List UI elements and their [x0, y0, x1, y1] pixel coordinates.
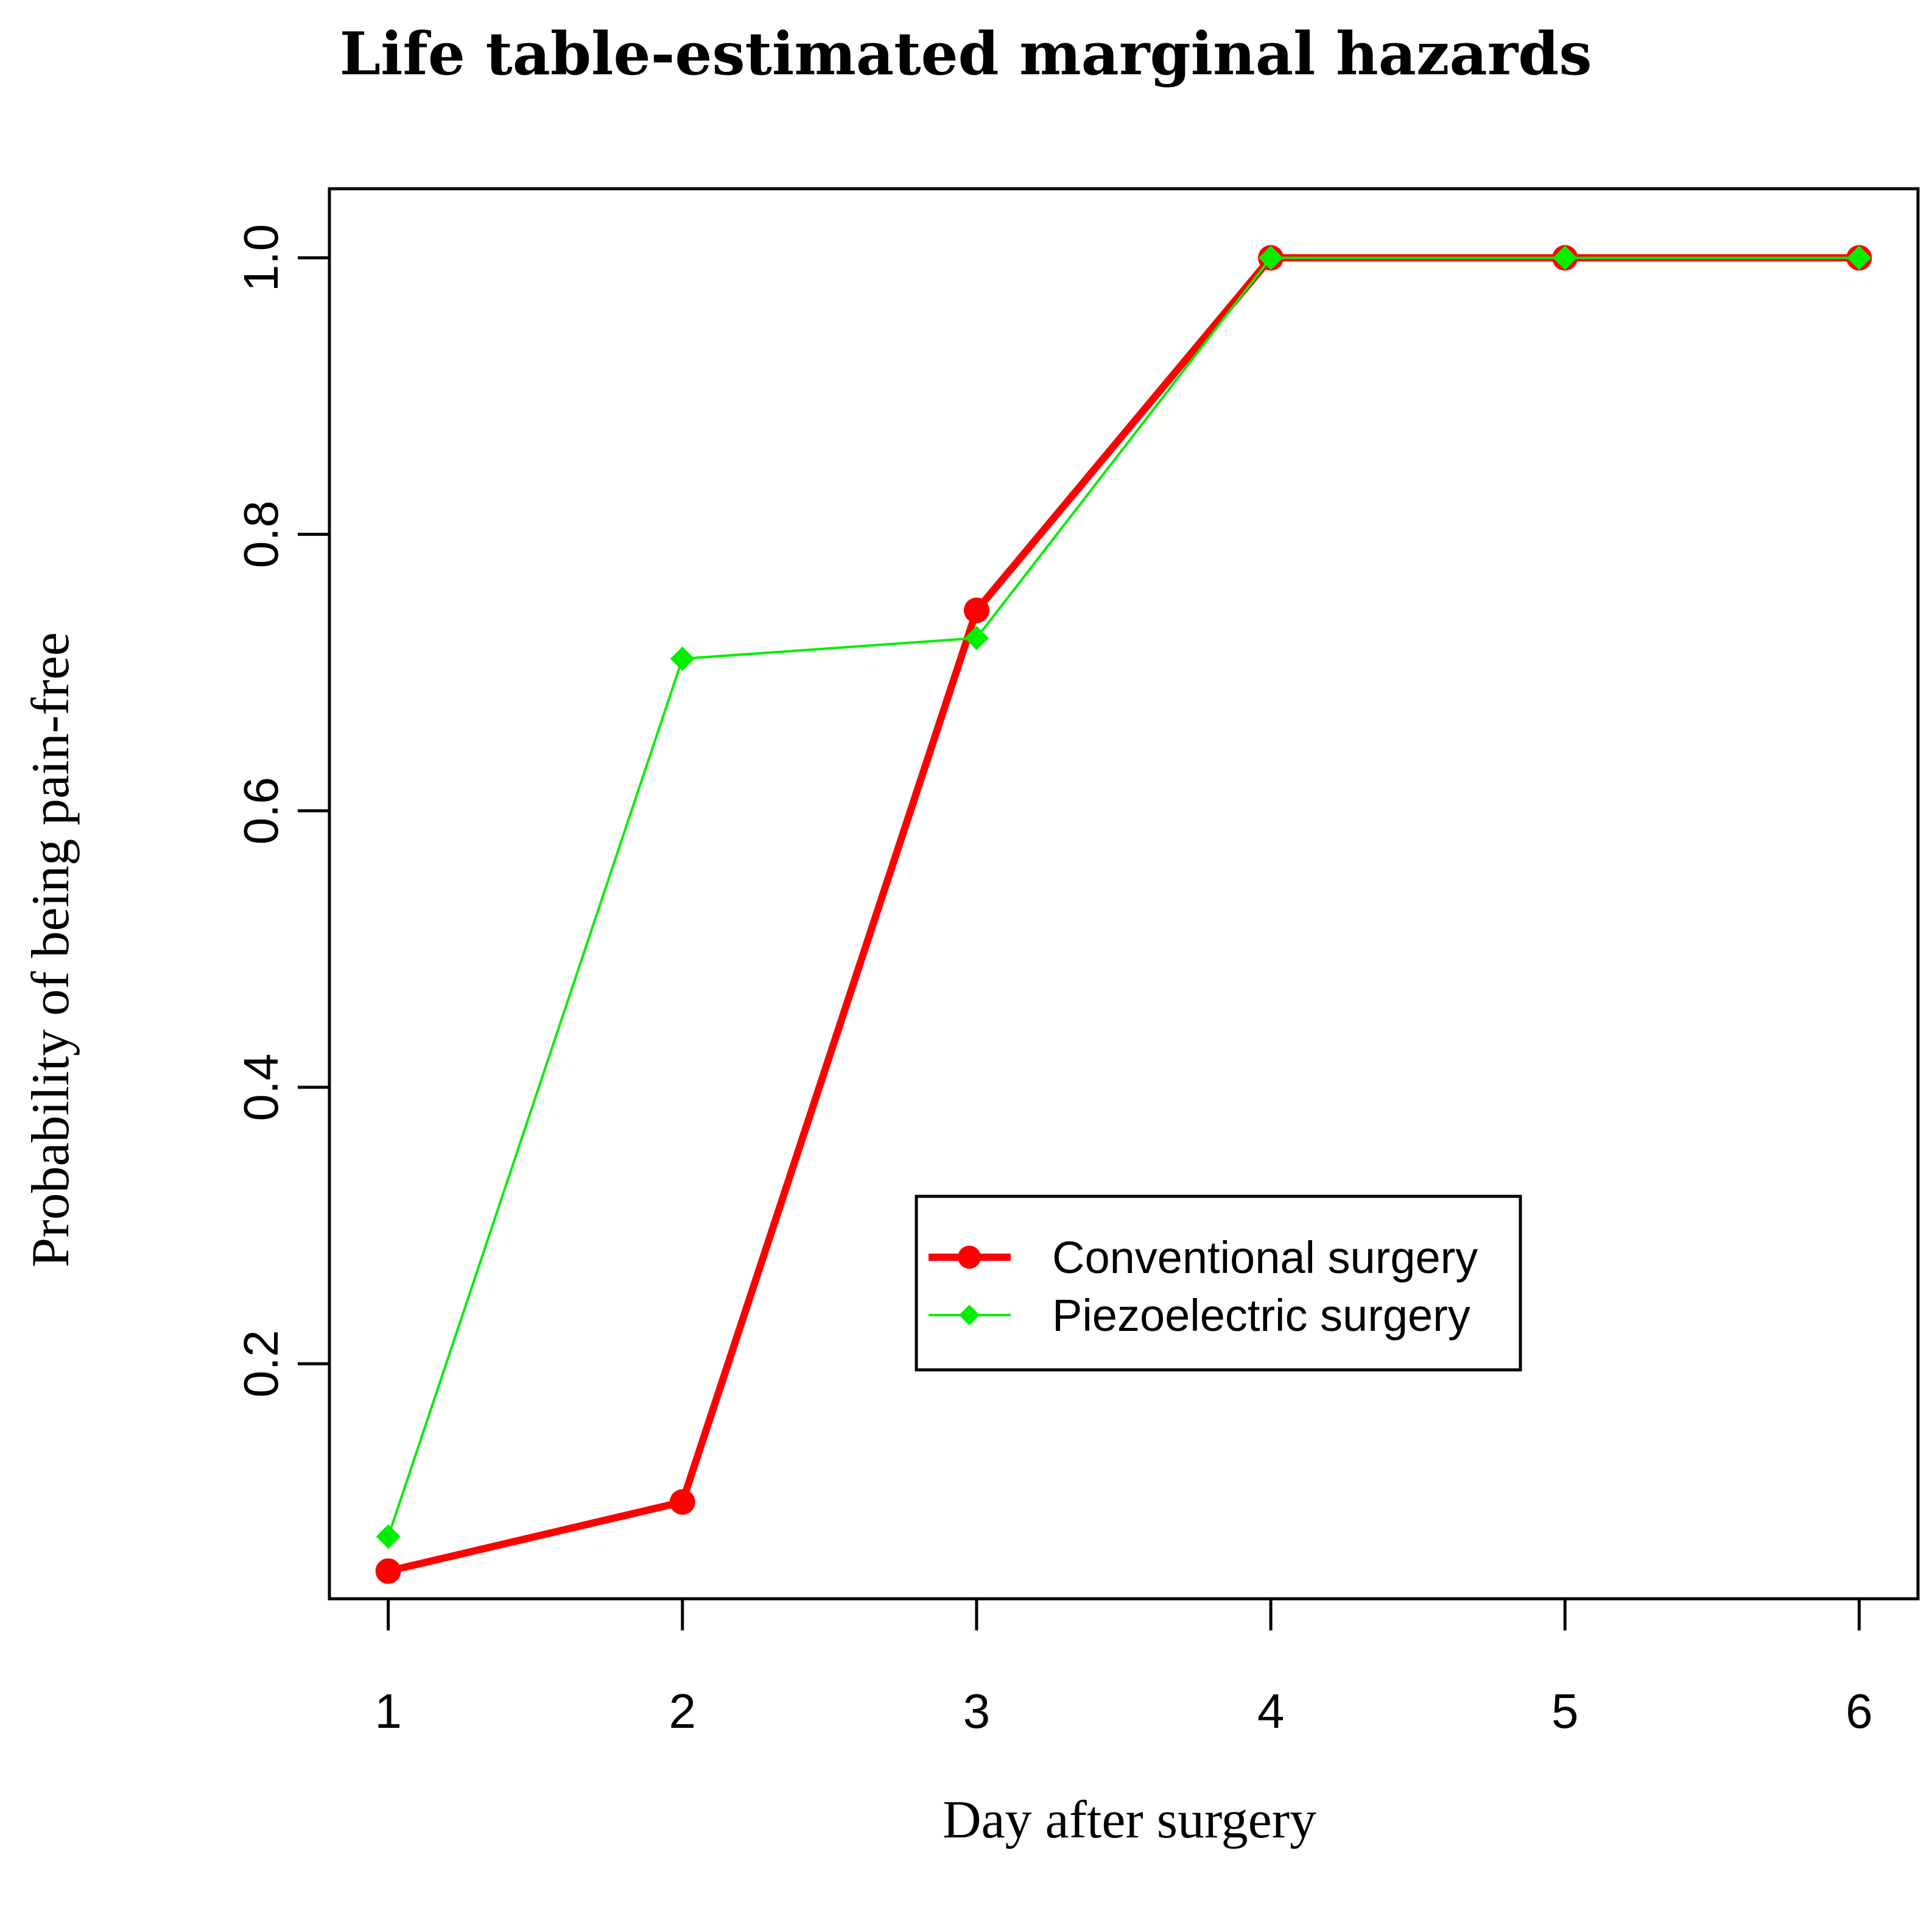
data-point — [670, 647, 695, 671]
x-axis: 1 2 3 4 5 6 — [374, 1597, 1873, 1738]
x-tick-label: 3 — [963, 1684, 991, 1738]
legend-label: Conventional surgery — [1052, 1232, 1478, 1283]
x-tick-label: 6 — [1846, 1684, 1873, 1738]
series-line — [387, 254, 1860, 1575]
y-tick-label: 0.8 — [234, 500, 288, 568]
x-tick-label: 2 — [669, 1684, 697, 1738]
legend-entry: Conventional surgery — [929, 1232, 1478, 1283]
legend-marker — [959, 1305, 980, 1325]
y-tick-label: 0.6 — [234, 777, 288, 844]
data-point — [1259, 245, 1284, 270]
series-piezoelectric — [376, 245, 1872, 1549]
x-tick-label: 1 — [374, 1684, 402, 1738]
series-layer — [375, 245, 1872, 1584]
series-conventional — [375, 245, 1872, 1584]
data-point — [963, 597, 989, 623]
legend-box — [915, 1195, 1522, 1372]
x-tick-label: 5 — [1551, 1684, 1579, 1738]
plot-frame — [328, 187, 1920, 1601]
data-point — [375, 1558, 401, 1584]
data-point — [376, 1524, 401, 1549]
x-tick-label: 4 — [1257, 1684, 1285, 1738]
data-point — [669, 1489, 695, 1515]
y-axis-label: Probability of being pain-free — [21, 632, 80, 1267]
data-point — [1847, 245, 1872, 270]
legend: Conventional surgery Piezoelectric surger… — [915, 1195, 1522, 1372]
y-tick-label: 1.0 — [234, 224, 288, 292]
y-tick-label: 0.2 — [234, 1330, 288, 1397]
legend-marker — [958, 1246, 981, 1269]
y-tick-label: 0.4 — [234, 1053, 288, 1121]
data-point — [964, 625, 989, 650]
chart-title: Life table-estimated marginal hazards — [340, 19, 1592, 88]
legend-label: Piezoelectric surgery — [1052, 1290, 1470, 1341]
data-point — [1553, 245, 1578, 270]
y-axis: 0.2 0.4 0.6 0.8 1.0 — [234, 224, 331, 1398]
series-line — [387, 256, 1860, 1537]
legend-entry: Piezoelectric surgery — [929, 1290, 1470, 1341]
x-axis-label: Day after surgery — [943, 1791, 1316, 1850]
